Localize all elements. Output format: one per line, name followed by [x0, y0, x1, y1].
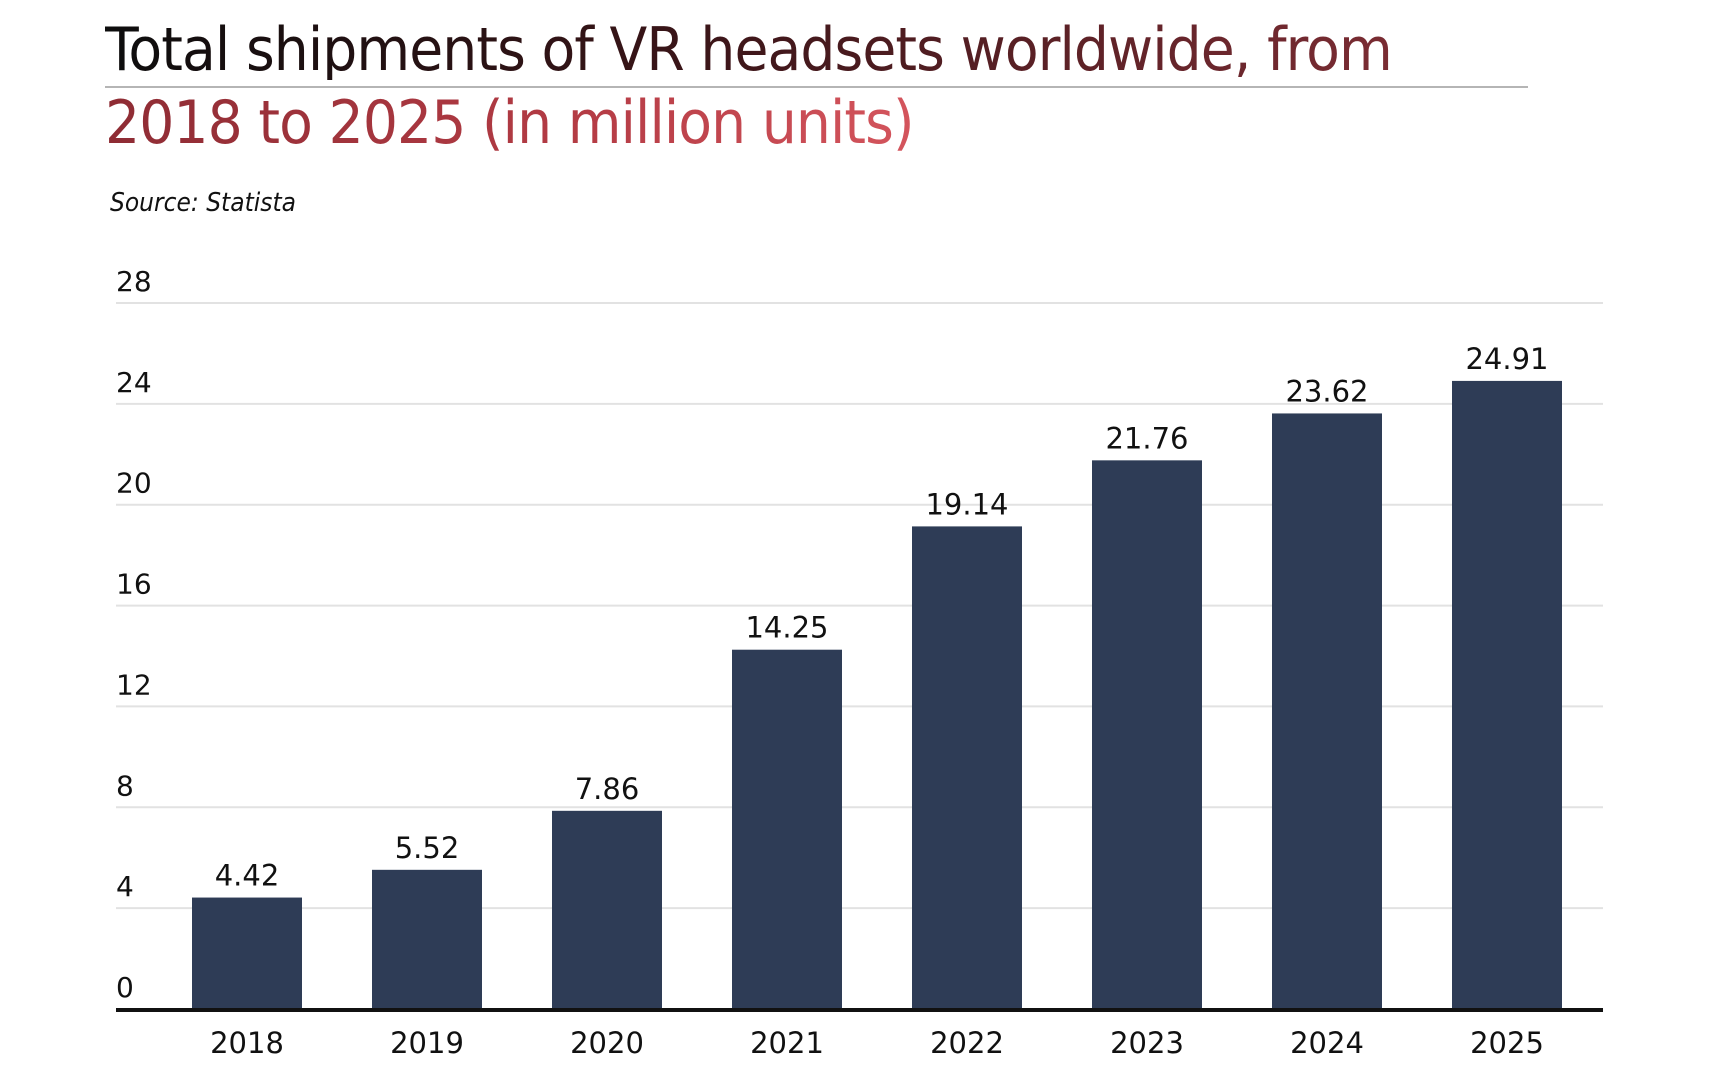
- bar-2022: [912, 526, 1022, 1009]
- bar-2023: [1092, 460, 1202, 1009]
- x-tick-label: 2023: [1110, 1026, 1184, 1060]
- chart-title-line-2: 2018 to 2025 (in million units): [105, 88, 914, 158]
- x-tick-label: 2019: [390, 1026, 464, 1060]
- x-tick-label: 2025: [1470, 1026, 1544, 1060]
- x-tick-label: 2024: [1290, 1026, 1364, 1060]
- value-label: 4.42: [215, 859, 280, 893]
- y-tick-label: 20: [116, 467, 152, 500]
- bar-2021: [732, 649, 842, 1009]
- y-tick-label: 24: [116, 366, 152, 399]
- bar-2020: [552, 810, 662, 1009]
- y-tick-label: 28: [116, 265, 152, 298]
- y-tick-label: 16: [116, 568, 152, 601]
- y-tick-label: 4: [116, 870, 134, 903]
- title-divider: [105, 86, 1528, 88]
- value-label: 7.86: [575, 772, 640, 806]
- x-tick-label: 2021: [750, 1026, 824, 1060]
- chart-title-line-1: Total shipments of VR headsets worldwide…: [105, 15, 1393, 85]
- y-tick-label: 8: [116, 769, 134, 802]
- bar-2025: [1452, 380, 1562, 1010]
- x-tick-label: 2020: [570, 1026, 644, 1060]
- value-label: 21.76: [1105, 421, 1188, 455]
- x-tick-label: 2022: [930, 1026, 1004, 1060]
- chart-source: Source: Statista: [110, 188, 296, 218]
- x-tick-label: 2018: [210, 1026, 284, 1060]
- value-label: 24.91: [1465, 342, 1548, 376]
- bar-2019: [372, 869, 482, 1009]
- y-tick-label: 12: [116, 668, 152, 701]
- bar-2018: [192, 897, 302, 1009]
- value-label: 23.62: [1285, 374, 1368, 408]
- y-tick-label: 0: [116, 971, 134, 1004]
- value-label: 19.14: [925, 487, 1008, 521]
- value-label: 5.52: [395, 831, 460, 865]
- value-label: 14.25: [745, 611, 828, 645]
- bar-2024: [1272, 413, 1382, 1009]
